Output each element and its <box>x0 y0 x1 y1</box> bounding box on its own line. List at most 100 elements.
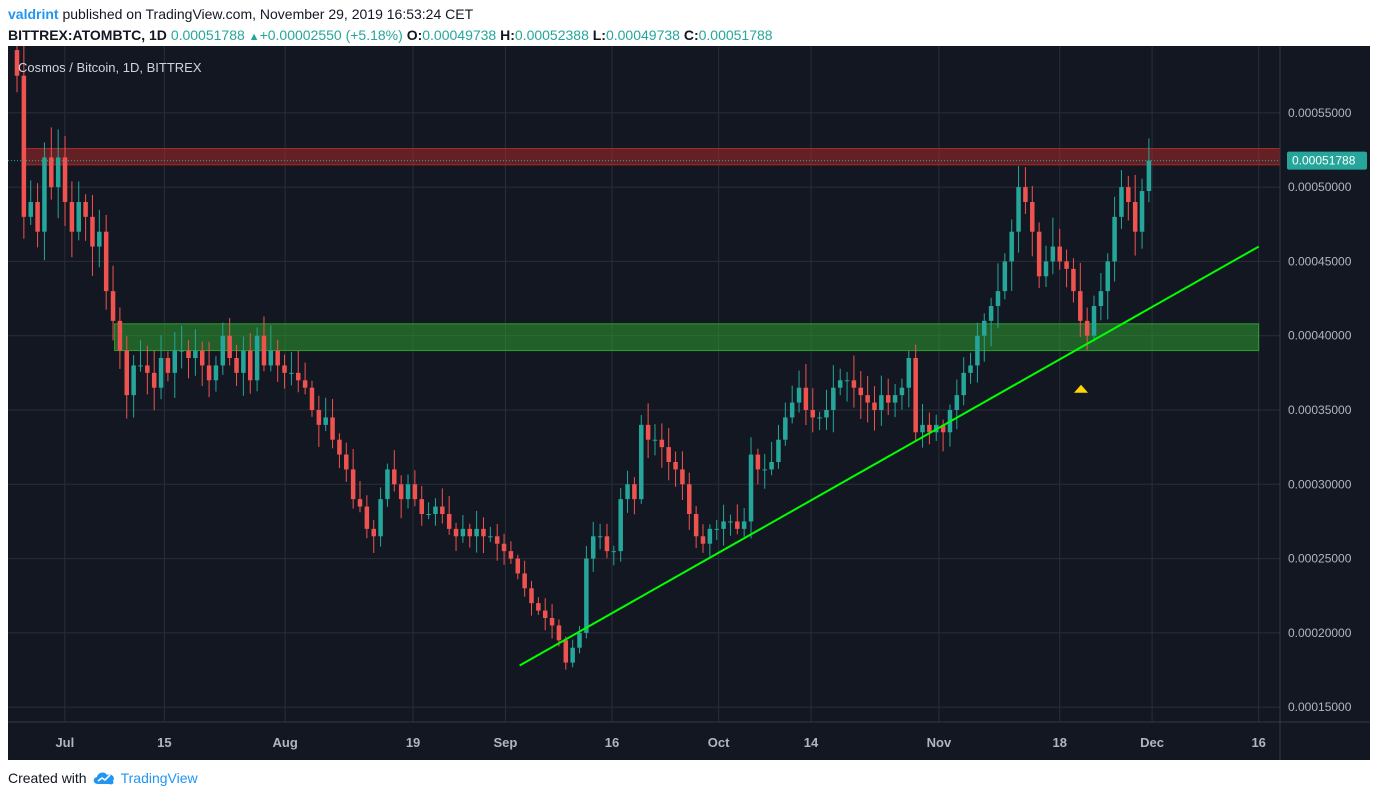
candle-body <box>193 350 198 358</box>
candle-body <box>227 335 232 358</box>
candle-body <box>172 350 178 373</box>
candle <box>254 327 260 392</box>
time-axis[interactable]: Jul 15 Aug 19 Sep 16 Oct 14 Nov 18 Dec 16 <box>55 735 1265 750</box>
candle-body <box>865 395 870 403</box>
candle <box>275 339 280 382</box>
candle-body <box>584 558 589 633</box>
chart-header: valdrint published on TradingView.com, N… <box>8 4 1371 46</box>
candle-body <box>700 536 706 544</box>
candle-body <box>1030 202 1035 232</box>
candle-body <box>597 536 603 538</box>
candle-body <box>199 350 205 366</box>
candle <box>687 472 692 530</box>
footer: Created with TradingView <box>8 767 198 789</box>
candle <box>172 332 178 398</box>
candle <box>954 379 960 430</box>
candle <box>1009 219 1014 292</box>
candle <box>247 333 253 394</box>
candle <box>1105 253 1110 320</box>
candle <box>899 378 905 410</box>
candle <box>474 510 479 553</box>
candle-body <box>1023 187 1028 202</box>
candle-body <box>988 306 994 321</box>
candle <box>350 448 356 509</box>
candle-body <box>940 424 946 433</box>
candle-body <box>1002 261 1008 292</box>
candle <box>1126 175 1131 221</box>
candle <box>556 619 562 647</box>
candle-body <box>241 350 246 373</box>
candle-body <box>83 202 88 217</box>
candle <box>529 580 534 616</box>
candle <box>488 526 493 543</box>
candle-body <box>1084 320 1090 336</box>
candle <box>1071 258 1076 303</box>
candle <box>296 350 301 393</box>
candle-body <box>446 514 452 529</box>
candle-body <box>474 528 479 537</box>
candle <box>789 385 795 424</box>
candle <box>824 389 829 430</box>
close-label: C: <box>683 27 699 43</box>
candle <box>721 504 726 546</box>
candle-body <box>590 536 596 559</box>
candle-body <box>220 335 226 366</box>
candle-body <box>357 499 363 507</box>
candle-body <box>337 439 342 455</box>
candle-body <box>618 499 623 552</box>
candle <box>769 441 774 476</box>
candle <box>460 515 466 543</box>
candle-body <box>103 231 109 292</box>
candle <box>693 505 699 549</box>
candle <box>117 307 123 369</box>
candle-body <box>748 454 754 522</box>
resistance-zone[interactable] <box>21 148 1281 166</box>
y-tick-label: 0.00045000 <box>1288 254 1352 268</box>
support-zone[interactable] <box>114 323 1260 352</box>
candle <box>707 524 713 557</box>
candle <box>872 386 877 431</box>
y-tick-label: 0.00040000 <box>1288 329 1352 343</box>
x-tick-label: Sep <box>494 735 518 750</box>
price-axis[interactable]: 0.00015000 0.00020000 0.00025000 0.00030000… <box>1287 106 1367 714</box>
candle-body <box>831 387 836 410</box>
published-text: published on TradingView.com, November 2… <box>62 6 474 22</box>
candle <box>241 336 246 396</box>
candle <box>714 519 719 541</box>
candle <box>1139 178 1145 249</box>
candle-body <box>110 291 116 321</box>
candle-body <box>515 558 521 574</box>
candle <box>542 598 548 631</box>
candle-body <box>645 424 651 440</box>
candle-body <box>789 402 795 418</box>
candle <box>49 127 54 200</box>
candle-body <box>529 588 534 604</box>
candle <box>673 451 678 487</box>
candle-body <box>1016 187 1021 232</box>
candle-body <box>330 417 335 440</box>
candle-body <box>783 417 788 440</box>
candle-body <box>76 202 81 232</box>
bounce-marker[interactable] <box>1074 384 1089 393</box>
y-tick-label: 0.00025000 <box>1288 552 1352 566</box>
candle-body <box>666 447 671 462</box>
candle <box>995 263 1001 329</box>
candle <box>282 354 287 389</box>
candle-body <box>858 387 864 396</box>
candle <box>179 325 184 369</box>
ascending-trendline[interactable] <box>519 245 1260 667</box>
candle <box>186 340 191 379</box>
tradingview-brand[interactable]: TradingView <box>120 770 198 786</box>
candle-body <box>254 335 260 381</box>
price-chart[interactable]: 0.00015000 0.00020000 0.00025000 0.00030000… <box>8 46 1370 760</box>
candle <box>467 523 473 548</box>
candle-body <box>769 462 774 470</box>
author-name[interactable]: valdrint <box>8 6 59 22</box>
x-tick-label: 19 <box>406 735 420 750</box>
candle <box>213 356 219 392</box>
candle-body <box>481 528 486 537</box>
candle-body <box>131 365 136 396</box>
candle-body <box>1091 306 1097 336</box>
candle <box>597 523 603 550</box>
candle-body <box>69 202 75 232</box>
